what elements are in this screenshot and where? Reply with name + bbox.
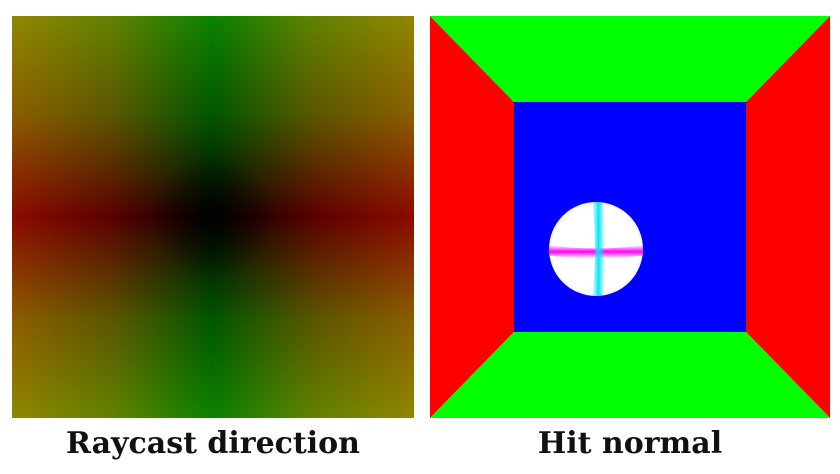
raycast-direction-caption: Raycast direction (66, 426, 360, 461)
ceiling (430, 16, 830, 102)
hit-normal-caption: Hit normal (537, 426, 723, 461)
hit-normal-image (430, 16, 830, 418)
direction-field-center-shade (12, 16, 414, 418)
right-wall (746, 16, 830, 418)
sphere-vertical-band (592, 202, 605, 296)
hit-normal-scene (430, 16, 830, 418)
sphere (549, 202, 643, 296)
left-wall (430, 16, 514, 418)
floor (430, 332, 830, 418)
raycast-direction-image (12, 16, 414, 418)
